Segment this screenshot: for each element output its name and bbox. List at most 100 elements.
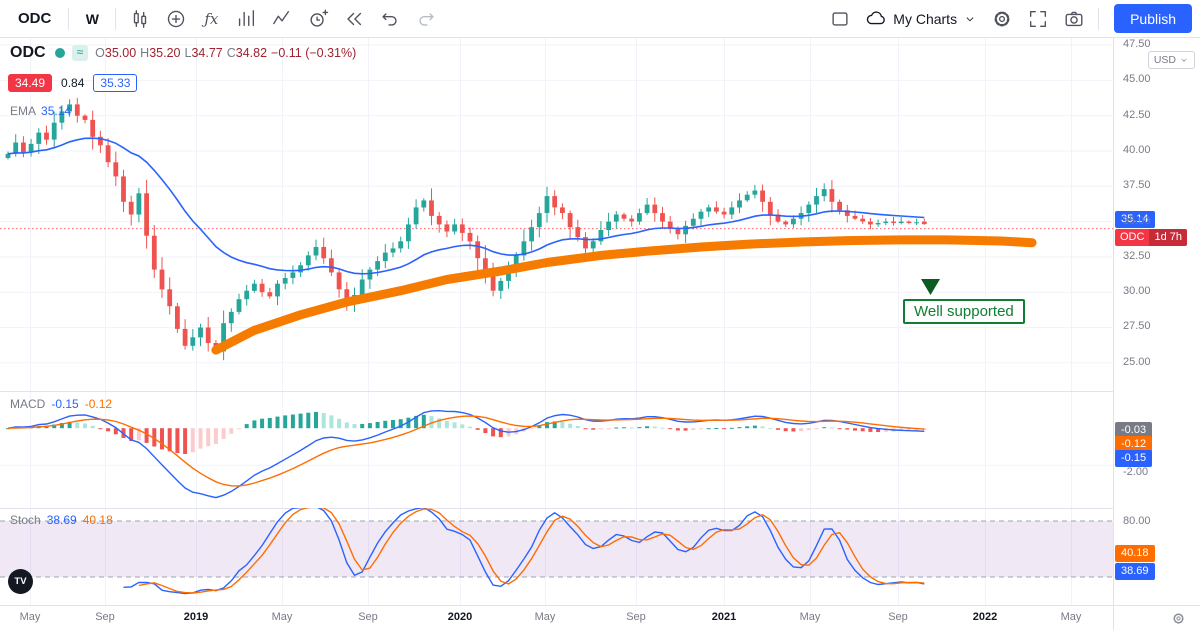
time-axis-label: 2020 — [447, 611, 473, 623]
open-label: O — [95, 46, 105, 60]
time-axis-label: Sep — [626, 611, 646, 623]
macd-signal-value: -0.12 — [84, 397, 113, 411]
price-countdown-badge: ODC 1d 7h — [1115, 229, 1187, 246]
macd-scale-label: -2.00 — [1123, 466, 1149, 478]
price-axis-label: 45.00 — [1123, 73, 1151, 86]
macd-title[interactable]: MACD — [10, 397, 46, 411]
rewind-icon — [347, 12, 362, 25]
toolbar-left-group: ODC W ƒx — [8, 4, 443, 34]
patterns-button[interactable] — [265, 4, 299, 34]
macd-line — [7, 409, 925, 499]
time-axis-label: May — [271, 611, 293, 623]
price-axis-label: 42.50 — [1123, 108, 1151, 121]
change-value: −0.11 — [271, 46, 302, 60]
columns-icon — [239, 9, 255, 26]
gear-icon[interactable] — [1171, 611, 1186, 626]
price-axis-label: 47.50 — [1123, 38, 1151, 51]
interval-button[interactable]: W — [76, 4, 108, 34]
price-axis-label: 32.50 — [1123, 249, 1151, 262]
chevron-down-icon — [1181, 58, 1187, 62]
price-label-middle: 0.84 — [61, 76, 85, 90]
stoch-legend: Stoch 38.69 40.18 — [10, 513, 113, 527]
ema-price-badge: 35.14 — [1115, 211, 1155, 228]
bar-replay-button[interactable] — [337, 4, 371, 34]
currency-label: USD — [1153, 54, 1176, 66]
alert-button[interactable] — [301, 4, 335, 34]
time-axis-label: Sep — [95, 611, 115, 623]
time-axis-label: Sep — [888, 611, 908, 623]
series-more-icon[interactable]: ≈ — [71, 45, 89, 61]
undo-button[interactable] — [373, 4, 407, 34]
change-percent: (−0.31%) — [305, 46, 357, 60]
stoch-upper-band-label: 80.00 — [1123, 515, 1151, 527]
price-chart[interactable] — [0, 38, 1113, 605]
time-axis-label: May — [534, 611, 556, 623]
time-axis-label: 2022 — [972, 611, 998, 623]
grid — [0, 38, 1113, 605]
fullscreen-icon — [1030, 10, 1047, 27]
indicators-button[interactable]: ƒx — [195, 4, 227, 34]
chart-style-button[interactable] — [123, 4, 157, 34]
redo-button[interactable] — [409, 4, 443, 34]
price-label-row: 34.49 0.84 35.33 — [8, 74, 138, 92]
series-visibility-dot-icon[interactable] — [54, 48, 65, 58]
chart-area[interactable]: ODC ≈ O35.00 H35.20 L34.77 C34.82 −0.11 (−0.… — [0, 38, 1200, 630]
price-axis-label: 35.00 — [1123, 214, 1151, 227]
snapshot-button[interactable] — [1057, 4, 1091, 34]
stoch-title[interactable]: Stoch — [10, 513, 41, 527]
price-axis[interactable]: USD 35.14 ODC 1d 7h -0.03 -0.12 -0.15 -2.… — [1113, 38, 1200, 605]
candles — [5, 97, 927, 361]
macd-legend: MACD -0.15 -0.12 — [10, 397, 112, 411]
candlestick-icon — [134, 9, 147, 28]
chevron-down-icon — [966, 16, 974, 21]
ema-value: 35.14 — [41, 104, 72, 118]
time-axis[interactable]: May Sep 2019 May Sep 2020 May Sep 2021 May Sep 2022… — [0, 605, 1113, 630]
legend-symbol[interactable]: ODC — [10, 44, 46, 61]
ema-legend: EMA 35.14 — [10, 104, 71, 118]
stoch-d-value: 40.18 — [82, 513, 113, 527]
support-trendline — [211, 235, 1037, 355]
my-charts-label: My Charts — [893, 10, 958, 27]
annotation-arrow-icon — [921, 279, 940, 295]
countdown-time: 1d 7h — [1149, 229, 1187, 246]
time-axis-label: May — [799, 611, 821, 623]
macd-hist-badge: -0.03 — [1115, 422, 1153, 439]
top-toolbar: ODC W ƒx — [0, 0, 1200, 38]
alarm-clock-plus-icon — [310, 9, 329, 27]
stoch-d-line — [138, 508, 925, 594]
layout-button[interactable] — [823, 4, 857, 34]
indicator-templates-button[interactable] — [229, 4, 263, 34]
ema-title[interactable]: EMA — [10, 104, 37, 118]
price-axis-label: 25.00 — [1123, 355, 1151, 368]
gear-icon — [994, 11, 1010, 26]
main-series-legend: ODC ≈ O35.00 H35.20 L34.77 C34.82 −0.11 (−0.… — [10, 44, 356, 62]
close-value: 34.82 — [235, 46, 268, 60]
annotation-well-supported[interactable]: Well supported — [903, 299, 1025, 324]
zigzag-icon — [273, 10, 290, 24]
high-label: H — [140, 46, 150, 60]
publish-button[interactable]: Publish — [1114, 4, 1192, 33]
time-axis-label: May — [1060, 611, 1082, 623]
time-axis-label: May — [19, 611, 41, 623]
tradingview-logo-text: TV — [14, 576, 27, 587]
toolbar-divider — [115, 7, 117, 30]
undo-icon — [382, 12, 397, 26]
close-label: C — [226, 46, 236, 60]
macd-value: -0.15 — [51, 397, 79, 411]
fullscreen-button[interactable] — [1021, 4, 1055, 34]
countdown-symbol: ODC — [1120, 231, 1145, 243]
my-charts-button[interactable]: My Charts — [859, 4, 983, 34]
layout-square-icon — [832, 11, 848, 26]
tradingview-logo[interactable]: TV — [8, 569, 33, 594]
camera-icon — [1065, 11, 1083, 26]
compare-button[interactable] — [159, 4, 193, 34]
price-label-blue: 35.33 — [93, 74, 138, 92]
axis-settings-corner[interactable] — [1113, 605, 1200, 630]
price-axis-label: 37.50 — [1123, 179, 1151, 192]
chart-settings-button[interactable] — [985, 4, 1019, 34]
currency-selector[interactable]: USD — [1147, 51, 1195, 69]
symbol-search-button[interactable]: ODC — [8, 4, 61, 34]
open-value: 35.00 — [104, 46, 137, 60]
price-axis-label: 27.50 — [1123, 320, 1151, 333]
